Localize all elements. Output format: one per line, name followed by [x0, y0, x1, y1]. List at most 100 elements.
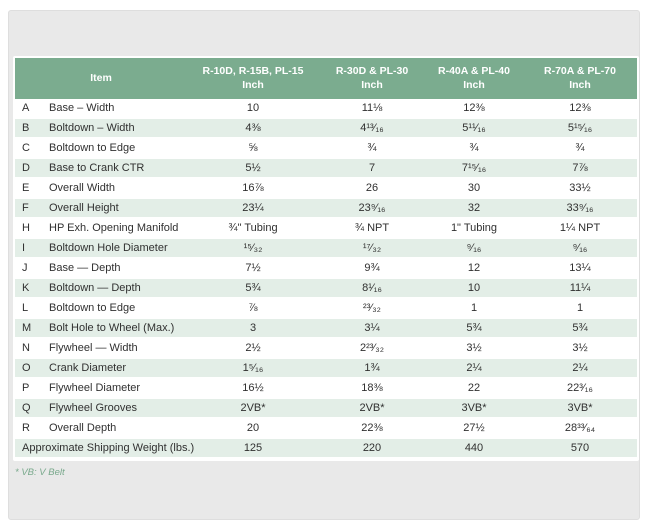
table-row-k: K Boltdown — Depth 5¾ 8¹⁄₁₆ 10 11¼	[15, 279, 637, 299]
spec-value: 2VB*	[187, 399, 319, 419]
spec-value: 3VB*	[425, 399, 523, 419]
spec-value: 4⅜	[187, 119, 319, 139]
spec-value: 1¾	[319, 359, 425, 379]
spec-value: 7	[319, 159, 425, 179]
spec-value: 13¼	[523, 259, 637, 279]
spec-value: 1" Tubing	[425, 219, 523, 239]
spec-value: 22	[425, 379, 523, 399]
spec-table: Item R-10D, R-15B, PL-15 Inch R-30D & PL-…	[15, 58, 637, 459]
spec-value: 16⅞	[187, 179, 319, 199]
table-row-p: P Flywheel Diameter 16½ 18⅜ 22 22³⁄₁₆	[15, 379, 637, 399]
item-label: Boltdown to Edge	[49, 299, 187, 319]
table-row-b: B Boltdown – Width 4⅜ 4¹³⁄₁₆ 5¹¹⁄₁₆ 5¹⁵⁄…	[15, 119, 637, 139]
spec-value: ¹⁵⁄₃₂	[187, 239, 319, 259]
spec-value: 5¾	[425, 319, 523, 339]
table-row-m: M Bolt Hole to Wheel (Max.) 3 3¼ 5¾ 5¾	[15, 319, 637, 339]
spec-value: 5¾	[523, 319, 637, 339]
spec-value: ¾	[319, 139, 425, 159]
item-label: Overall Depth	[49, 419, 187, 439]
table-row-i: I Boltdown Hole Diameter ¹⁵⁄₃₂ ¹⁷⁄₃₂ ⁹⁄₁…	[15, 239, 637, 259]
row-letter: D	[15, 159, 49, 179]
row-letter: K	[15, 279, 49, 299]
row-letter: A	[15, 99, 49, 119]
table-row-o: O Crank Diameter 1⁵⁄₁₆ 1¾ 2¼ 2¼	[15, 359, 637, 379]
spec-value: ¾	[523, 139, 637, 159]
spec-value: 5¾	[187, 279, 319, 299]
row-letter: P	[15, 379, 49, 399]
spec-value: 8¹⁄₁₆	[319, 279, 425, 299]
spec-value: 7¹⁵⁄₁₆	[425, 159, 523, 179]
spec-value: 26	[319, 179, 425, 199]
spec-value: ¹⁷⁄₃₂	[319, 239, 425, 259]
column-header-models-2: R-30D & PL-30 Inch	[319, 58, 425, 99]
spec-value: 220	[319, 439, 425, 459]
item-label: Base – Width	[49, 99, 187, 119]
item-label: Overall Height	[49, 199, 187, 219]
spec-value: 23¼	[187, 199, 319, 219]
spec-value: 10	[425, 279, 523, 299]
item-label: Base to Crank CTR	[49, 159, 187, 179]
item-label: Flywheel Grooves	[49, 399, 187, 419]
spec-table-card: Item R-10D, R-15B, PL-15 Inch R-30D & PL-…	[13, 56, 639, 461]
item-label: Crank Diameter	[49, 359, 187, 379]
spec-value: 1	[523, 299, 637, 319]
spec-value: ⅝	[187, 139, 319, 159]
row-letter: C	[15, 139, 49, 159]
row-letter: E	[15, 179, 49, 199]
table-row-l: L Boltdown to Edge ⅞ ²³⁄₃₂ 1 1	[15, 299, 637, 319]
spec-value: ¾ NPT	[319, 219, 425, 239]
spec-value: 2¼	[425, 359, 523, 379]
row-letter: L	[15, 299, 49, 319]
row-letter: J	[15, 259, 49, 279]
spec-value: 1⁵⁄₁₆	[187, 359, 319, 379]
spec-value: 3½	[425, 339, 523, 359]
spec-value: 3VB*	[523, 399, 637, 419]
table-row-r: R Overall Depth 20 22⅜ 27½ 28³³⁄₆₄	[15, 419, 637, 439]
spec-value: ¾" Tubing	[187, 219, 319, 239]
spec-value: 12⅜	[425, 99, 523, 119]
spec-value: 11⅛	[319, 99, 425, 119]
spec-value: 32	[425, 199, 523, 219]
row-letter: B	[15, 119, 49, 139]
item-label: Boltdown to Edge	[49, 139, 187, 159]
spec-value: 2½	[187, 339, 319, 359]
spec-value: 5½	[187, 159, 319, 179]
spec-value: 12⅜	[523, 99, 637, 119]
row-letter: N	[15, 339, 49, 359]
item-label: HP Exh. Opening Manifold	[49, 219, 187, 239]
spec-value: ¾	[425, 139, 523, 159]
shipping-weight-label: Approximate Shipping Weight (lbs.)	[15, 439, 194, 459]
table-row-f: F Overall Height 23¼ 23⁹⁄₁₆ 32 33⁹⁄₁₆	[15, 199, 637, 219]
spec-value: 10	[187, 99, 319, 119]
spec-value: 33⁹⁄₁₆	[523, 199, 637, 219]
spec-value: 3¼	[319, 319, 425, 339]
spec-value: 16½	[187, 379, 319, 399]
spec-value: 27½	[425, 419, 523, 439]
table-header: Item R-10D, R-15B, PL-15 Inch R-30D & PL-…	[15, 58, 637, 99]
item-label: Boltdown Hole Diameter	[49, 239, 187, 259]
item-label: Base — Depth	[49, 259, 187, 279]
spec-value: 12	[425, 259, 523, 279]
spec-value: 2²³⁄₃₂	[319, 339, 425, 359]
table-row-a: A Base – Width 10 11⅛ 12⅜ 12⅜	[15, 99, 637, 119]
vb-footnote: * VB: V Belt	[15, 467, 65, 478]
spec-value: ⁹⁄₁₆	[523, 239, 637, 259]
spec-value: 3½	[523, 339, 637, 359]
spec-value: 22³⁄₁₆	[523, 379, 637, 399]
item-label: Overall Width	[49, 179, 187, 199]
spec-value: 1¼ NPT	[523, 219, 637, 239]
item-label: Flywheel Diameter	[49, 379, 187, 399]
spec-value: 28³³⁄₆₄	[523, 419, 637, 439]
spec-value: ⁹⁄₁₆	[425, 239, 523, 259]
column-header-models-1: R-10D, R-15B, PL-15 Inch	[187, 58, 319, 99]
spec-value: 11¼	[523, 279, 637, 299]
spec-value: 440	[425, 439, 523, 459]
item-label: Boltdown – Width	[49, 119, 187, 139]
spec-value: 7⅞	[523, 159, 637, 179]
spec-value: 5¹⁵⁄₁₆	[523, 119, 637, 139]
spec-value: 125	[187, 439, 319, 459]
shipping-weight-row: Approximate Shipping Weight (lbs.) 125 2…	[15, 439, 637, 459]
spec-value: 2¼	[523, 359, 637, 379]
spec-value: 9¾	[319, 259, 425, 279]
spec-value: 18⅜	[319, 379, 425, 399]
